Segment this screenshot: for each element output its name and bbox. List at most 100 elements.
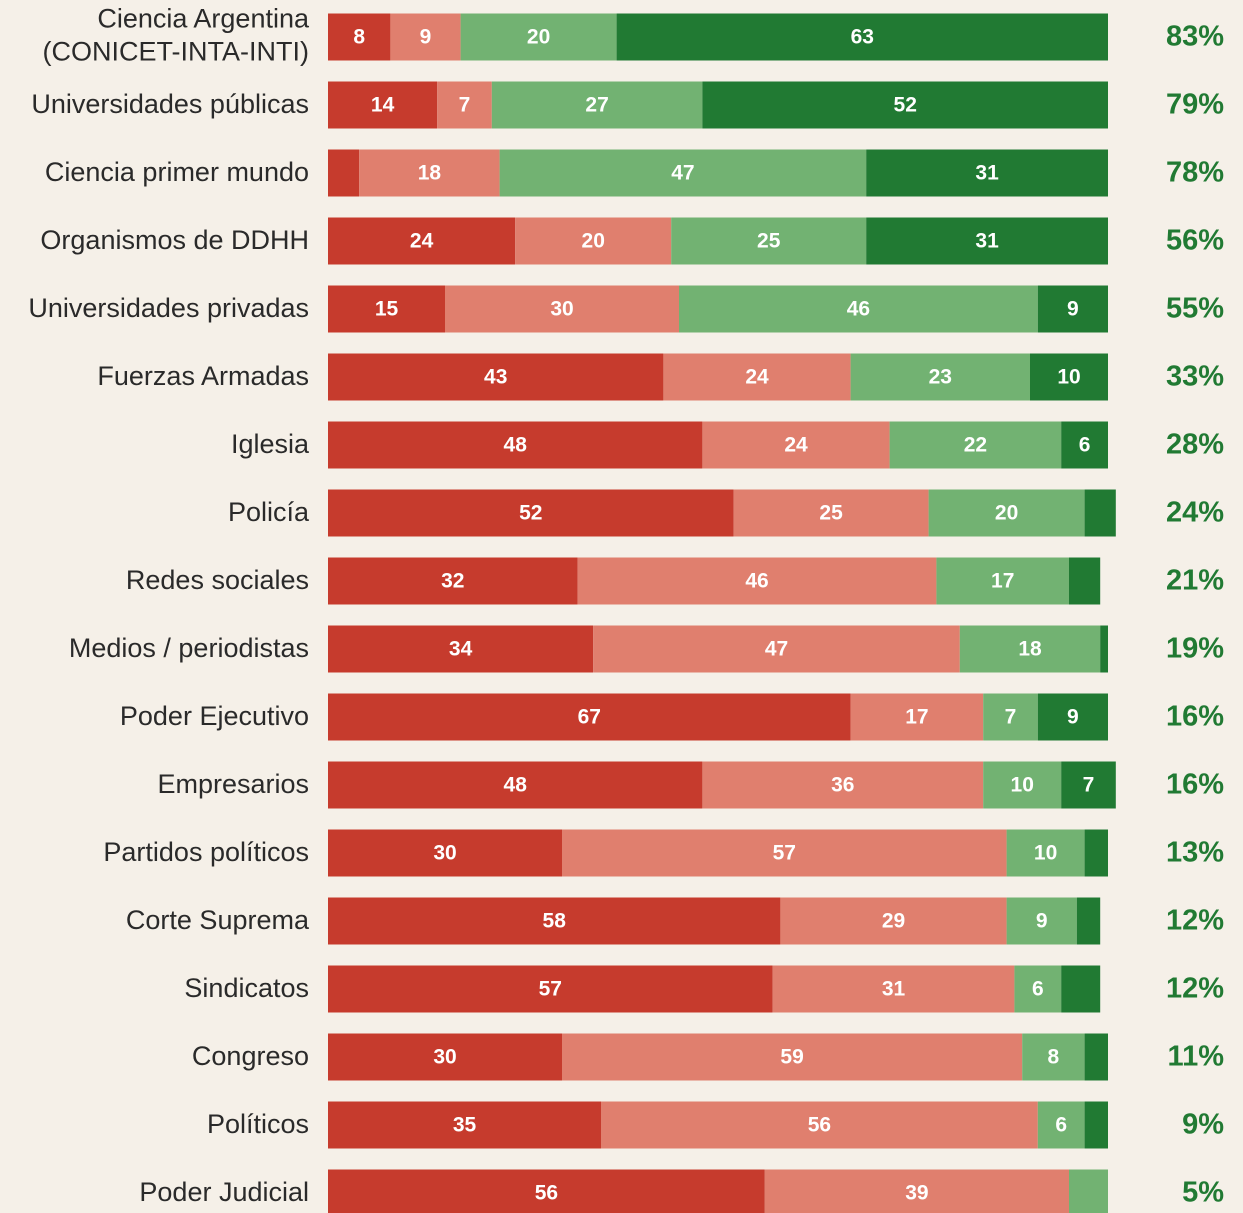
bar-segment (499, 149, 867, 197)
bar-segment (328, 557, 578, 605)
segment-label: 8 (353, 26, 365, 49)
segment-label: 9 (1067, 706, 1079, 729)
segment-label: 7 (1083, 774, 1095, 797)
bar-segment (1006, 897, 1077, 945)
segment-label: 56 (535, 1182, 558, 1205)
bar-segment (1076, 897, 1101, 945)
segment-label: 52 (519, 502, 542, 525)
segment-label: 20 (527, 26, 550, 49)
total-label: 83% (1166, 21, 1224, 53)
segment-label: 32 (441, 570, 464, 593)
category-label: Ciencia primer mundo (45, 157, 309, 187)
bar-segment (328, 897, 781, 945)
bar-segment (593, 625, 960, 673)
total-label: 5% (1182, 1177, 1224, 1209)
bar-segment (702, 761, 984, 809)
segment-label: 9 (1036, 910, 1048, 933)
category-label: Organismos de DDHH (40, 225, 309, 255)
bar-segment (850, 353, 1030, 401)
segment-label: 10 (1057, 366, 1080, 389)
bar-segment (328, 761, 703, 809)
category-label: Congreso (192, 1041, 309, 1071)
total-label: 24% (1166, 497, 1224, 529)
bar-segment (328, 1033, 562, 1081)
total-label: 11% (1168, 1041, 1225, 1073)
segment-label: 31 (882, 978, 906, 1001)
segment-label: 9 (420, 26, 432, 49)
bar-segment (1061, 965, 1101, 1013)
bar-segment (983, 761, 1062, 809)
category-label: Ciencia Argentina (97, 4, 310, 34)
category-label: Universidades públicas (31, 89, 309, 119)
total-label: 13% (1166, 837, 1224, 869)
bar-segment (1037, 285, 1108, 333)
category-label: Poder Ejecutivo (120, 701, 309, 731)
segment-label: 22 (964, 434, 987, 457)
segment-label: 57 (539, 978, 562, 1001)
bar-segment (1084, 1101, 1108, 1149)
category-label: Empresarios (157, 769, 309, 799)
category-label: Poder Judicial (139, 1177, 309, 1207)
bar-segment (866, 149, 1108, 197)
bar-segment (328, 625, 594, 673)
total-label: 78% (1166, 157, 1224, 189)
bar-segment (959, 625, 1101, 673)
total-label: 21% (1166, 565, 1224, 597)
bar-segment (866, 217, 1108, 265)
bar-segment (359, 149, 500, 197)
segment-label: 20 (995, 502, 1018, 525)
category-label: Políticos (207, 1109, 309, 1139)
segment-label: 9 (1067, 298, 1079, 321)
segment-label: 23 (929, 366, 952, 389)
total-label: 16% (1166, 769, 1224, 801)
bar-segment (1037, 693, 1108, 741)
segment-label: 24 (745, 366, 769, 389)
bar-segment (928, 489, 1085, 537)
category-label: Sindicatos (184, 973, 309, 1003)
segment-label: 63 (851, 26, 874, 49)
bar-segment (889, 421, 1062, 469)
segment-label: 17 (905, 706, 928, 729)
bar-segment (390, 13, 461, 61)
bar-segment (601, 1101, 1038, 1149)
bar-segment (328, 1169, 765, 1213)
total-label: 55% (1166, 293, 1224, 325)
segment-label: 24 (410, 230, 434, 253)
category-label: Redes sociales (126, 565, 309, 595)
bar-segment (445, 285, 679, 333)
segment-label: 47 (765, 638, 788, 661)
bar-segment (328, 421, 703, 469)
segment-label: 6 (1032, 978, 1044, 1001)
bar-segment (328, 149, 360, 197)
segment-label: 34 (449, 638, 473, 661)
bar-segment (328, 829, 562, 877)
segment-label: 25 (757, 230, 781, 253)
bar-segment (328, 1101, 601, 1149)
segment-label: 31 (975, 162, 999, 185)
bar-segment (1084, 829, 1108, 877)
bar-segment (328, 285, 445, 333)
bar-segment (1100, 625, 1108, 673)
category-label: Corte Suprema (126, 905, 310, 935)
bar-segment (733, 489, 929, 537)
category-label: Partidos políticos (103, 837, 309, 867)
total-label: 12% (1166, 973, 1224, 1005)
bar-segment (663, 353, 851, 401)
bar-segment (460, 13, 617, 61)
bar-segment (780, 897, 1007, 945)
total-label: 12% (1166, 905, 1224, 937)
bar-segment (577, 557, 937, 605)
bar-segment (491, 81, 703, 129)
bar-segment (328, 965, 773, 1013)
bar-segment (1084, 489, 1116, 537)
bar-segment (671, 217, 867, 265)
total-label: 33% (1166, 361, 1224, 393)
bar-segment (1037, 1101, 1085, 1149)
category-label: (CONICET-INTA-INTI) (43, 37, 309, 67)
bar-segment (983, 693, 1038, 741)
bar-segment (1061, 761, 1116, 809)
segment-label: 48 (504, 434, 528, 457)
segment-label: 58 (543, 910, 567, 933)
segment-label: 57 (773, 842, 796, 865)
total-label: 28% (1166, 429, 1224, 461)
